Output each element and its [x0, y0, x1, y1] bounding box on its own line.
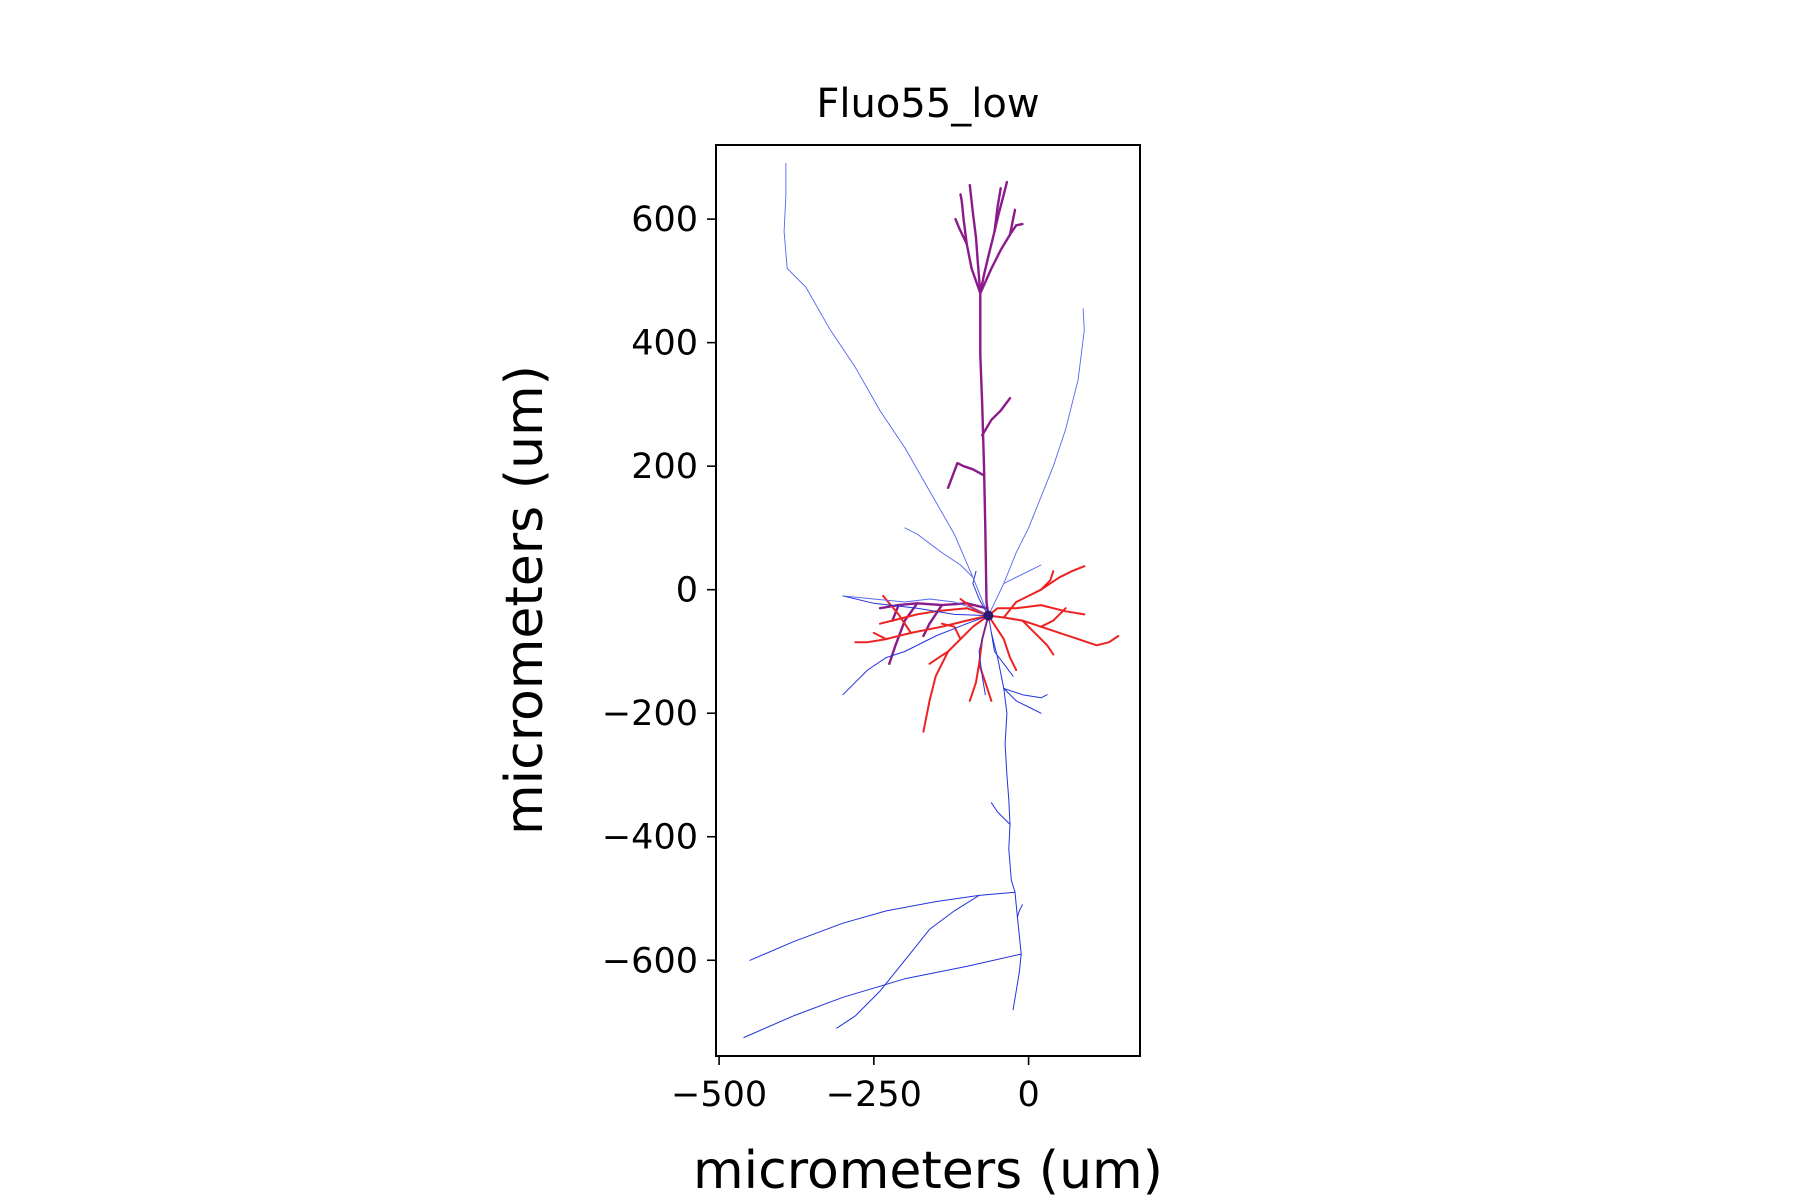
y-axis-ticks: 600 400 200 0 −200 −400 −600: [602, 200, 716, 981]
y-tick-label-5: −400: [602, 818, 698, 858]
apical-branch-11: [888, 602, 919, 665]
y-tick-label-3: 0: [676, 571, 698, 611]
axon-branch-6: [836, 894, 980, 1029]
x-tick-label-1: −250: [826, 1075, 922, 1115]
neuron-traces: [743, 163, 1120, 1038]
y-tick-label-1: 400: [631, 324, 698, 364]
basal-branch-13: [987, 614, 1018, 671]
dendrite-faint-branch-0: [783, 163, 989, 617]
axon-branch-1: [743, 953, 1022, 1038]
x-axis-label: micrometers (um): [693, 1141, 1163, 1200]
basal-branch-15: [879, 607, 990, 625]
axon-branch-7: [972, 570, 989, 617]
dendrite-faint-branch-4: [1003, 564, 1042, 584]
apical-branch-8: [981, 397, 1012, 437]
axon-branch-4: [1012, 953, 1022, 1011]
chart-title: Fluo55_low: [816, 81, 1039, 127]
basal-branch-1: [1021, 619, 1055, 656]
axon-branch-10: [1003, 688, 1042, 714]
axes-frame: [715, 144, 1141, 1057]
axon-branch-12: [990, 632, 1014, 677]
apical-branch-13: [891, 603, 900, 622]
basal-branch-14: [987, 604, 1086, 617]
apical-branch-7: [1008, 208, 1017, 236]
y-axis-label: micrometers (um): [495, 365, 555, 835]
basal-branch-10: [872, 631, 888, 641]
x-tick-label-2: 0: [1017, 1075, 1039, 1115]
dendrite-faint-branch-1: [987, 308, 1085, 617]
axon-branch-11: [1003, 688, 1048, 699]
basal-branch-7: [928, 650, 950, 665]
apical-branch-9: [946, 461, 986, 489]
axon-branch-5: [1016, 904, 1023, 918]
y-tick-label-6: −600: [602, 941, 698, 981]
y-tick-label-2: 200: [631, 447, 698, 487]
dendrite-faint-branch-3: [842, 595, 989, 617]
apical-branch-2: [968, 183, 982, 295]
basal-branch-2: [1040, 607, 1067, 628]
y-tick-label-4: −200: [602, 694, 698, 734]
basal-branch-9: [882, 594, 912, 634]
soma-marker: [983, 610, 994, 621]
basal-branch-0: [987, 614, 1120, 647]
axon-branch-8: [842, 615, 989, 696]
axon-branch-9: [842, 595, 989, 617]
dendrite-faint-branch-2: [904, 527, 974, 578]
series-axon: [743, 570, 1048, 1038]
apical-branch-6: [954, 217, 968, 245]
plot-area: [715, 144, 1141, 1057]
axon-branch-3: [990, 802, 1011, 825]
apical-branch-4: [979, 222, 1024, 295]
series-apical: [878, 180, 1024, 665]
x-axis-ticks: −500 −250 0: [671, 1056, 1040, 1115]
soma-layer: [983, 610, 994, 621]
axon-branch-13: [978, 615, 989, 696]
axon-branch-0: [987, 615, 1022, 955]
y-tick-label-0: 600: [631, 200, 698, 240]
series-dendrite-faint: [783, 163, 1085, 617]
apical-branch-1: [959, 193, 982, 295]
x-tick-label-0: −500: [671, 1075, 767, 1115]
apical-branch-5: [993, 187, 1002, 233]
basal-branch-4: [1040, 570, 1055, 591]
